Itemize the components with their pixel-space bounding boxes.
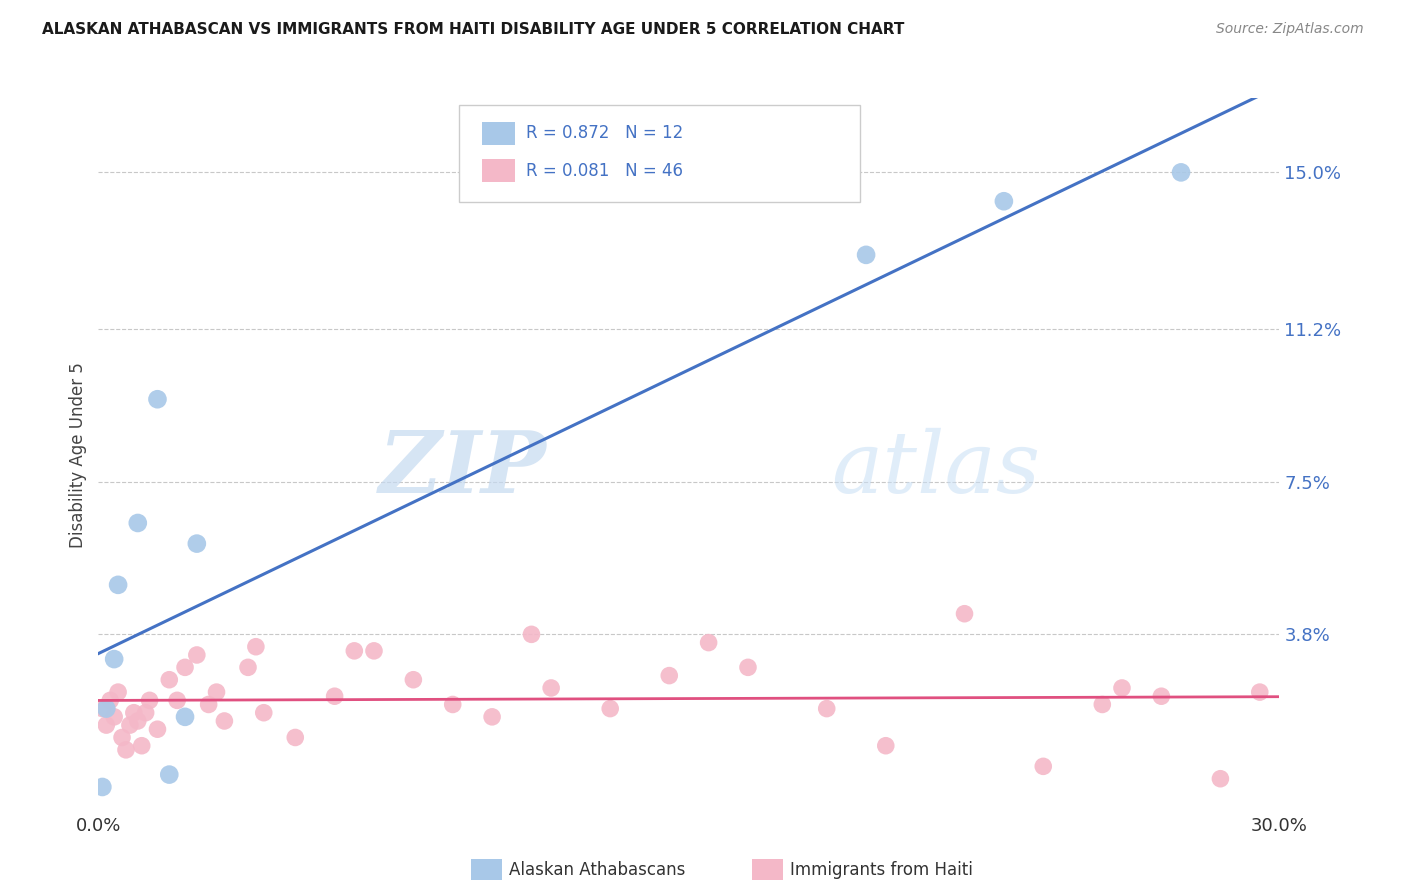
Point — [737, 660, 759, 674]
Point — [131, 739, 153, 753]
Text: ZIP: ZIP — [380, 427, 547, 511]
Point — [107, 578, 129, 592]
Y-axis label: Disability Age Under 5: Disability Age Under 5 — [69, 362, 87, 548]
Text: R = 0.872   N = 12: R = 0.872 N = 12 — [526, 124, 683, 142]
Point — [540, 681, 562, 695]
Point — [323, 690, 346, 704]
Point — [205, 685, 228, 699]
Point — [815, 701, 838, 715]
Point — [993, 194, 1015, 209]
Point — [157, 673, 180, 687]
Point — [520, 627, 543, 641]
Point — [481, 710, 503, 724]
Point — [146, 723, 169, 737]
Point — [214, 714, 236, 728]
Point — [118, 718, 141, 732]
Point — [197, 698, 219, 712]
Text: Alaskan Athabascans: Alaskan Athabascans — [509, 861, 685, 879]
Text: Immigrants from Haiti: Immigrants from Haiti — [790, 861, 973, 879]
Point — [245, 640, 267, 654]
Point — [98, 693, 121, 707]
Point — [1150, 690, 1173, 704]
Point — [127, 714, 149, 728]
Point — [135, 706, 157, 720]
Point — [96, 718, 118, 732]
Point — [1209, 772, 1232, 786]
Point — [343, 644, 366, 658]
Point — [1249, 685, 1271, 699]
Point — [122, 706, 145, 720]
Point — [658, 668, 681, 682]
Point — [599, 701, 621, 715]
Point — [1111, 681, 1133, 695]
Point — [146, 392, 169, 407]
Point — [103, 710, 125, 724]
Point — [127, 516, 149, 530]
Point — [166, 693, 188, 707]
Point — [855, 248, 877, 262]
Point — [875, 739, 897, 753]
Point — [138, 693, 160, 707]
Point — [1091, 698, 1114, 712]
Point — [697, 635, 720, 649]
FancyBboxPatch shape — [458, 105, 860, 202]
Point — [236, 660, 259, 674]
Point — [103, 652, 125, 666]
Point — [91, 780, 114, 794]
Point — [186, 648, 208, 662]
Point — [1170, 165, 1192, 179]
Point — [363, 644, 385, 658]
Text: atlas: atlas — [831, 428, 1040, 510]
Text: R = 0.081   N = 46: R = 0.081 N = 46 — [526, 162, 683, 180]
Point — [96, 701, 118, 715]
Text: Source: ZipAtlas.com: Source: ZipAtlas.com — [1216, 22, 1364, 37]
FancyBboxPatch shape — [482, 160, 516, 182]
Point — [953, 607, 976, 621]
Point — [402, 673, 425, 687]
Point — [111, 731, 134, 745]
Point — [174, 710, 197, 724]
Point — [253, 706, 276, 720]
Text: ALASKAN ATHABASCAN VS IMMIGRANTS FROM HAITI DISABILITY AGE UNDER 5 CORRELATION C: ALASKAN ATHABASCAN VS IMMIGRANTS FROM HA… — [42, 22, 904, 37]
Point — [441, 698, 464, 712]
Point — [91, 701, 114, 715]
Point — [174, 660, 197, 674]
Point — [284, 731, 307, 745]
Point — [186, 536, 208, 550]
Point — [1032, 759, 1054, 773]
FancyBboxPatch shape — [482, 121, 516, 145]
Point — [115, 743, 138, 757]
Point — [157, 767, 180, 781]
Point — [107, 685, 129, 699]
